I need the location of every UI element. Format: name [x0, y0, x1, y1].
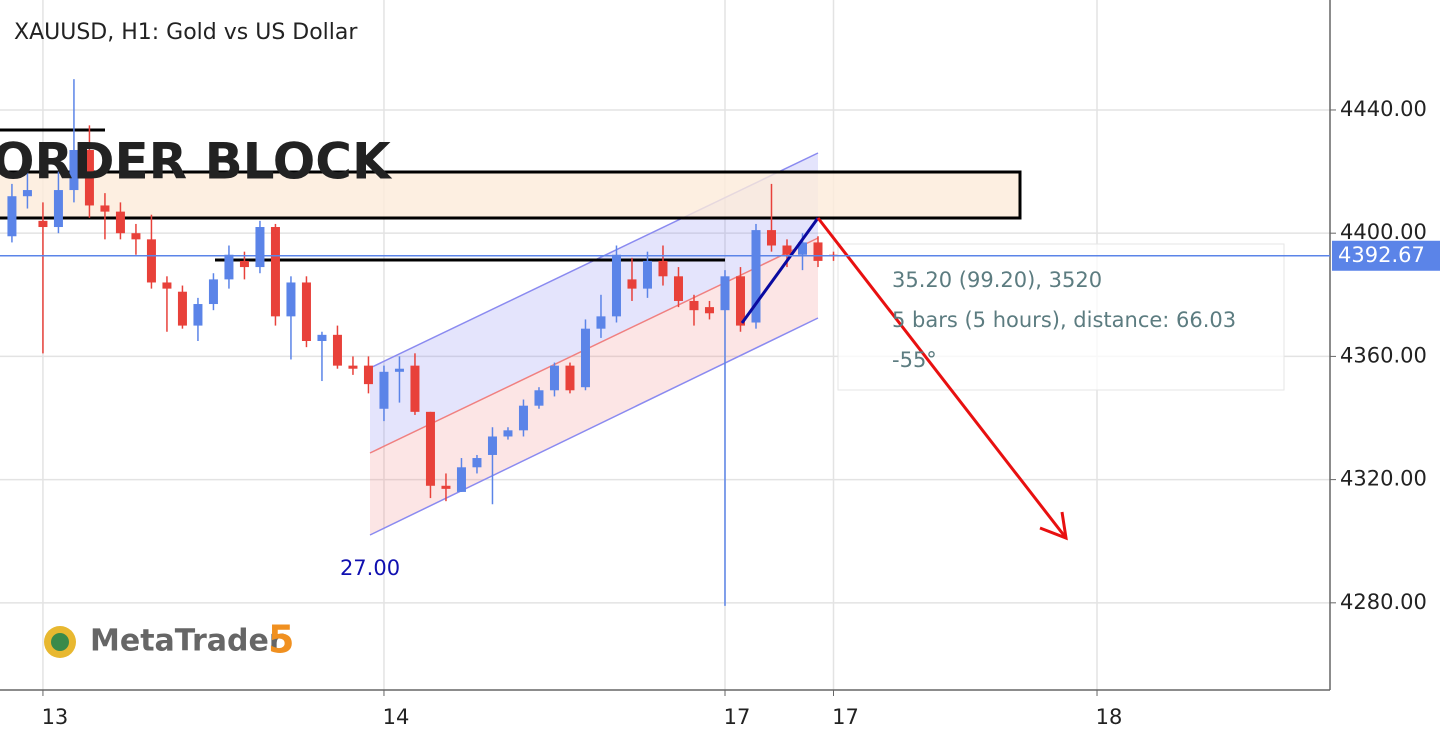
candle-body: [38, 220, 48, 228]
x-tick-label: 18: [1096, 705, 1123, 729]
candle-body: [255, 227, 265, 268]
channel-line: [369, 317, 819, 536]
logo-name: MetaTrader: [90, 624, 284, 659]
candle-body: [131, 233, 141, 240]
order-block-zone: [0, 170, 1022, 220]
candle-body: [580, 328, 590, 388]
measure-text: 5 bars (5 hours), distance: 66.03: [892, 308, 1236, 332]
candle-body: [162, 282, 172, 289]
candle-body: [689, 300, 699, 311]
candle-body: [627, 279, 637, 289]
x-tick-label: 13: [42, 705, 69, 729]
candle-body: [53, 190, 63, 228]
channel-width-label: 27.00: [340, 556, 400, 580]
candle-body: [100, 205, 110, 212]
candle-body: [720, 276, 730, 311]
trend-line: [740, 217, 820, 324]
candle-body: [239, 260, 249, 268]
current-price-label: 4392.67: [1338, 243, 1425, 267]
candle-body: [704, 307, 714, 314]
arrow-head: [1039, 511, 1068, 541]
candle-body: [22, 190, 32, 197]
candle-body: [751, 230, 761, 323]
y-tick-label: 4360.00: [1340, 343, 1427, 367]
candle-body: [797, 242, 807, 255]
current-price-box: [1332, 240, 1440, 271]
candle-body: [766, 230, 776, 246]
candle-body: [782, 245, 792, 255]
candle-body: [642, 260, 652, 289]
channel-upper-band: [370, 153, 818, 453]
candle-body: [813, 242, 823, 261]
candle-body: [7, 196, 17, 237]
measure-text: 35.20 (99.20), 3520: [892, 268, 1102, 292]
x-tick-label: 14: [383, 705, 410, 729]
candle-body: [425, 411, 435, 486]
candle-body: [456, 467, 466, 492]
chart-title: XAUUSD, H1: Gold vs US Dollar: [14, 20, 358, 45]
candle-body: [224, 254, 234, 280]
candle-body: [410, 365, 420, 412]
candle-body: [611, 254, 621, 317]
measure-text: -55°: [892, 348, 937, 372]
x-tick-label: 17: [724, 705, 751, 729]
candle-body: [317, 334, 327, 341]
x-tick-label: 17: [832, 705, 859, 729]
candle-body: [565, 365, 575, 391]
candle-body: [658, 260, 668, 277]
logo-version: 5: [268, 618, 294, 662]
arrow-line: [816, 217, 1068, 539]
candle-body: [286, 282, 296, 317]
candle-body: [735, 276, 745, 326]
candle-body: [84, 150, 94, 206]
y-tick-label: 4440.00: [1340, 97, 1427, 121]
zone-label: ORDER BLOCK: [0, 133, 393, 191]
candle-body: [596, 316, 606, 329]
y-tick-label: 4280.00: [1340, 590, 1427, 614]
y-tick-label: 4400.00: [1340, 220, 1427, 244]
candle-body: [332, 334, 342, 366]
channel-line: [369, 237, 819, 454]
candle-body: [115, 211, 125, 234]
candle-body: [177, 291, 187, 326]
candle-body: [518, 405, 528, 431]
candle-body: [193, 304, 203, 326]
candle-body: [301, 282, 311, 341]
candle-body: [472, 458, 482, 468]
candle-body: [673, 276, 683, 301]
candle-body: [146, 239, 156, 283]
logo-icon: [51, 633, 69, 651]
candle-body: [394, 368, 404, 372]
candle-body: [363, 365, 373, 385]
candle-body: [441, 485, 451, 489]
y-tick-label: 4320.00: [1340, 467, 1427, 491]
candle-body: [379, 371, 389, 409]
candles: [7, 79, 838, 606]
candle-body: [348, 365, 358, 369]
candle-body: [270, 227, 280, 317]
measure-box: [837, 243, 1285, 391]
candle-body: [503, 430, 513, 437]
candle-body: [69, 150, 79, 191]
candle-body: [487, 436, 497, 455]
candle-body: [208, 279, 218, 305]
candle-body: [549, 365, 559, 391]
candle-body: [534, 390, 544, 406]
